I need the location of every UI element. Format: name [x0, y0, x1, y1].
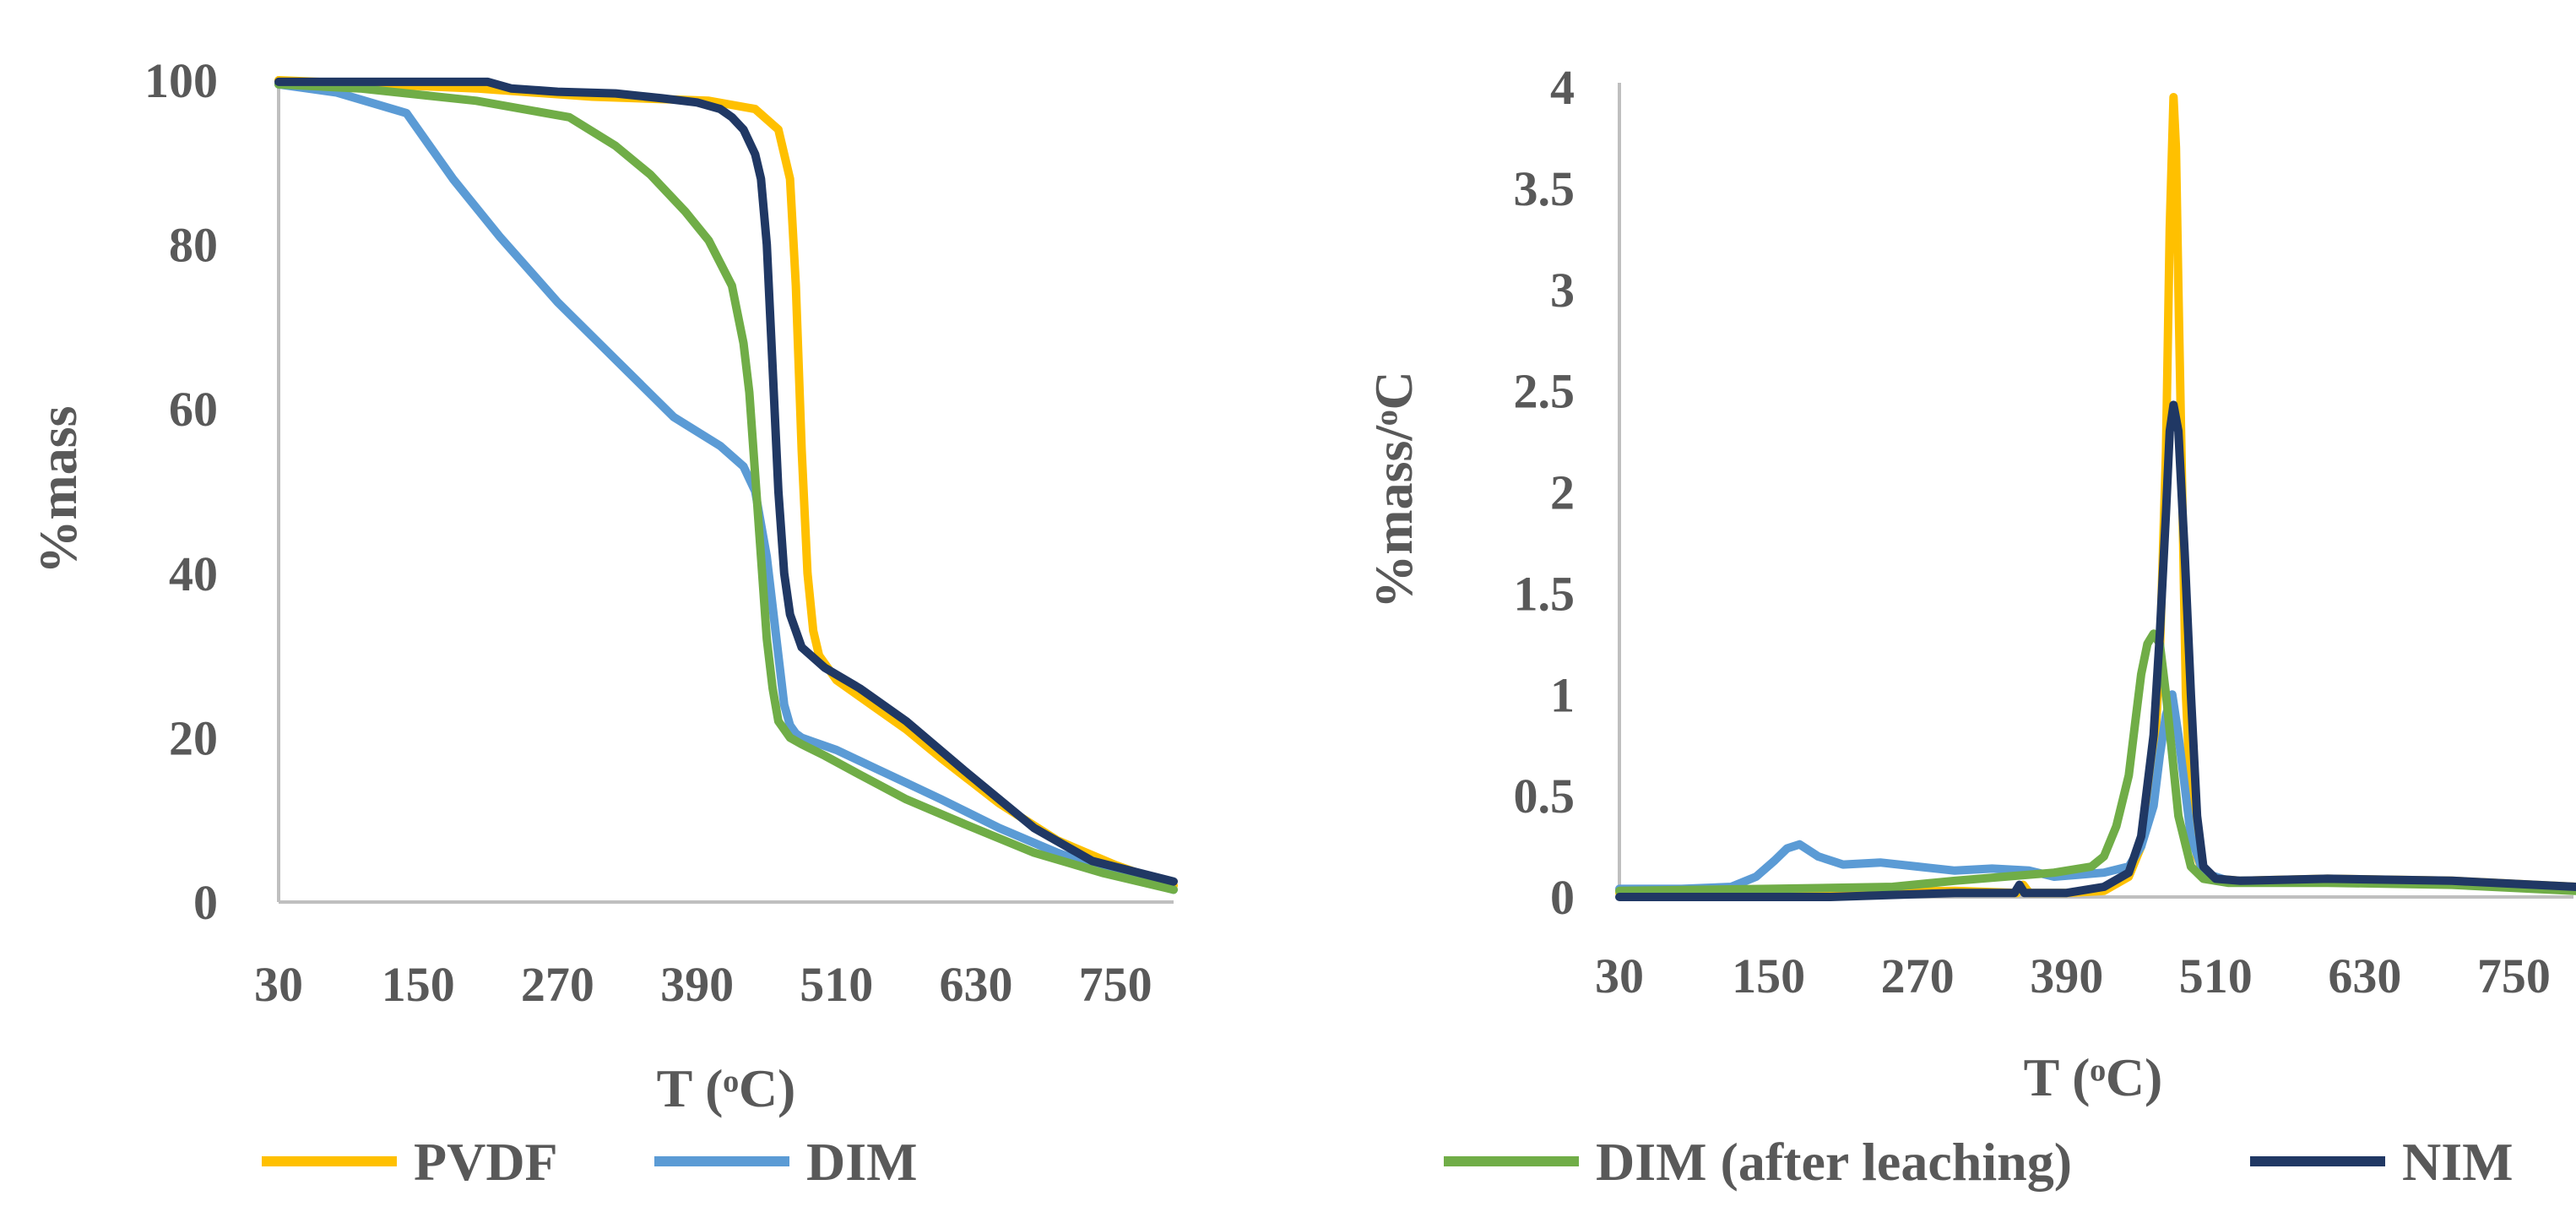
- tga-x-tick-label: 390: [660, 957, 734, 1012]
- tga-x-tick-label: 270: [521, 957, 594, 1012]
- dtg-y-tick-label: 3.5: [1514, 161, 1575, 216]
- dtg-x-tick-label: 30: [1595, 949, 1644, 1003]
- legend-label-nim: NIM: [2402, 1132, 2514, 1192]
- tga-y-tick-label: 80: [169, 218, 218, 273]
- dtg-y-tick-label: 3: [1550, 263, 1575, 318]
- legend-label-dim: DIM: [806, 1132, 918, 1192]
- tga-x-tick-label: 750: [1079, 957, 1152, 1012]
- tga-x-tick-label: 630: [939, 957, 1012, 1012]
- tga-y-tick-label: 100: [144, 53, 218, 108]
- tga-x-tick-label: 150: [382, 957, 455, 1012]
- dtg-y-axis-title: %mass/ᵒC: [1364, 371, 1424, 608]
- dtg-y-tick-label: 1: [1550, 667, 1575, 722]
- dtg-x-tick-label: 390: [2030, 949, 2103, 1003]
- tga-y-tick-label: 40: [169, 546, 218, 601]
- dtg-x-axis-title: T (ᵒC): [2024, 1047, 2163, 1107]
- dtg-series-dim: [1615, 690, 2576, 894]
- tga-y-tick-label: 0: [193, 875, 218, 930]
- tga-series-dim: [274, 79, 1178, 894]
- dtg-y-tick-label: 0: [1550, 870, 1575, 925]
- dtg-y-tick-label: 0.5: [1514, 769, 1575, 823]
- tga-y-tick-label: 60: [169, 382, 218, 437]
- dtg-y-tick-label: 2: [1550, 465, 1575, 520]
- dtg-x-tick-label: 630: [2328, 949, 2401, 1003]
- legend-label-pvdf: PVDF: [414, 1132, 558, 1192]
- dtg-x-tick-label: 270: [1881, 949, 1955, 1003]
- dtg-y-tick-label: 1.5: [1514, 566, 1575, 621]
- dtg-series-dim-after-leaching: [1615, 629, 2576, 895]
- tga-x-tick-label: 30: [254, 957, 303, 1012]
- dtg-y-tick-label: 4: [1550, 60, 1575, 115]
- dtg-x-tick-label: 750: [2477, 949, 2551, 1003]
- tga-x-tick-label: 510: [800, 957, 873, 1012]
- dtg-series-nim: [1615, 400, 2576, 901]
- chart-legend: PVDF DIM DIM (after leaching) NIM: [262, 1132, 2514, 1192]
- tga-x-axis-title: T (ᵒC): [657, 1058, 796, 1118]
- tga-series-pvdf: [274, 76, 1178, 890]
- dtg-x-tick-label: 150: [1732, 949, 1805, 1003]
- tga-y-tick-label: 20: [169, 710, 218, 765]
- tga-series-nim: [274, 77, 1178, 886]
- dtg-y-tick-label: 2.5: [1514, 364, 1575, 419]
- dtg-series-pvdf: [1615, 93, 2576, 898]
- legend-label-dim-after-leaching: DIM (after leaching): [1596, 1132, 2072, 1192]
- tga-series-dim-after-leaching: [274, 79, 1178, 894]
- dtg-x-tick-label: 510: [2179, 949, 2253, 1003]
- dtg-derivative-chart: 0 0.5 1 1.5 2 2.5 3 3.5 4 30 150 270 390 510 630 750 T (…: [1364, 60, 2576, 1107]
- tga-mass-chart: 0 20 40 60 80 100 30 150 270 390 510 630 750 T (ᵒC) %m…: [28, 53, 1178, 1118]
- tga-y-axis-title: %mass: [28, 405, 88, 573]
